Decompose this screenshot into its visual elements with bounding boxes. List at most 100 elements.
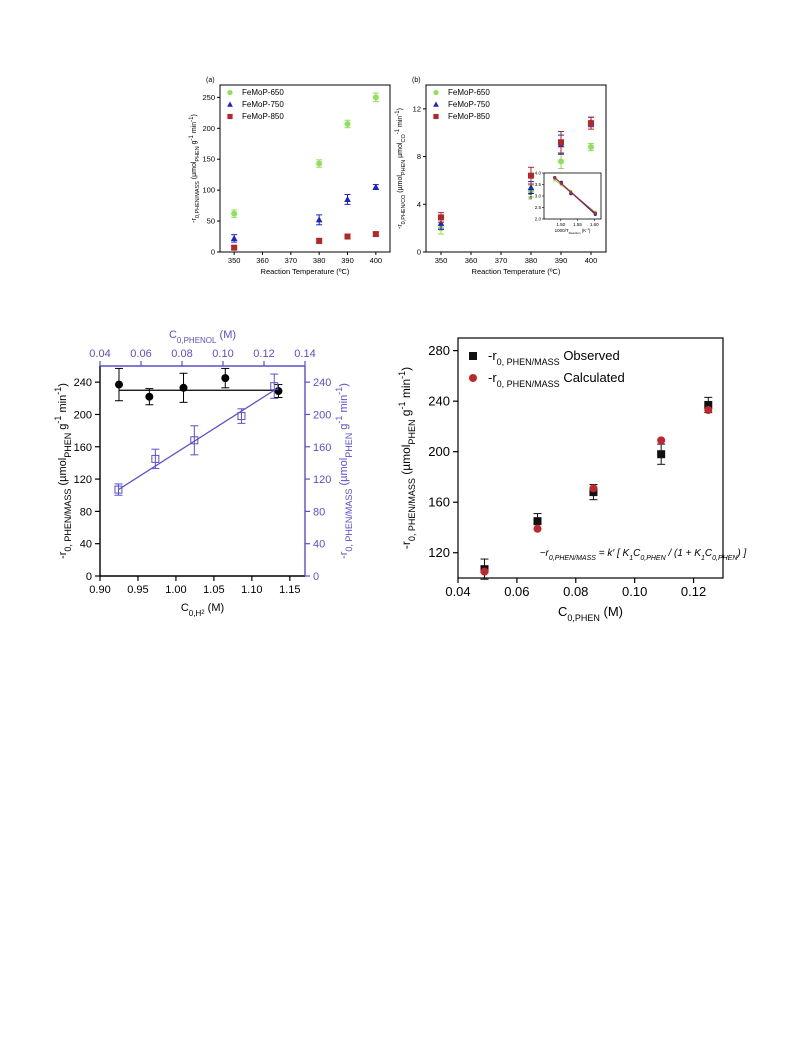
calculated-data-point xyxy=(480,567,489,576)
phenol-fit-line xyxy=(118,389,275,491)
inset-data-point xyxy=(553,176,557,180)
inset-y-tick-label: 4.0 xyxy=(535,171,542,176)
legend-label-calculated: -r0, PHEN/MASS Calculated xyxy=(488,370,625,389)
y-tick-label: 50 xyxy=(207,217,215,226)
legend-label: FeMoP-650 xyxy=(448,88,490,97)
y-tick-label: 200 xyxy=(74,409,92,421)
x-tick-label: 1.10 xyxy=(241,584,262,596)
data-point-FeMoP-850 xyxy=(438,214,444,221)
inset-x-tick-label: 1.60 xyxy=(590,222,599,227)
x2-tick-label: 0.12 xyxy=(253,348,274,360)
x-tick-label: 370 xyxy=(285,256,298,265)
chart-a: 350 360 370 380 390 400 0 50 100 150 200 250 Reactio… xyxy=(189,77,391,276)
data-point-FeMoP-750 xyxy=(230,234,238,241)
x2-tick-label: 0.14 xyxy=(294,348,315,360)
x-tick-label: 360 xyxy=(256,256,269,265)
x-tick-label: 0.12 xyxy=(681,584,706,599)
y-tick-label: 200 xyxy=(428,444,450,459)
legend-marker-observed xyxy=(469,352,477,360)
x-tick-label: 380 xyxy=(525,256,538,265)
data-point-FeMoP-650 xyxy=(588,144,594,151)
y-tick-label: 120 xyxy=(74,474,92,486)
x2-tick-label: 0.10 xyxy=(212,348,233,360)
legend-marker-FeMoP-650 xyxy=(433,89,439,96)
y-tick-label: 8 xyxy=(417,152,421,161)
chart-b: 350 360 370 380 390 400 0 4 8 12 Reaction Temperat… xyxy=(395,77,607,276)
legend-marker-calculated xyxy=(469,374,477,382)
x2-tick-label: 0.06 xyxy=(130,348,151,360)
calculated-data-point xyxy=(657,436,666,445)
y-tick-label: 0 xyxy=(417,248,421,257)
observed-data-point xyxy=(533,517,542,526)
y-tick-label: 150 xyxy=(202,155,215,164)
x-axis-label: C0,PHEN (M) xyxy=(558,604,623,623)
h2-data-point xyxy=(179,383,188,392)
legend-marker-FeMoP-750 xyxy=(433,101,439,107)
plot-frame xyxy=(425,84,607,253)
h2-data-point xyxy=(145,392,154,401)
y2-tick-label: 0 xyxy=(313,571,319,583)
y2-tick-label: 240 xyxy=(313,377,331,389)
data-point-FeMoP-850 xyxy=(231,244,238,251)
inset-data-point xyxy=(559,181,564,185)
y-tick-label: 160 xyxy=(74,442,92,454)
inset-x-tick-label: 1.55 xyxy=(573,222,582,227)
calculated-data-point xyxy=(589,484,598,493)
x-tick-label: 0.95 xyxy=(127,584,148,596)
plot-frame xyxy=(457,337,724,579)
x-tick-label: 1.15 xyxy=(279,584,300,596)
data-point-FeMoP-750 xyxy=(315,216,323,223)
legend-label: FeMoP-850 xyxy=(448,112,490,121)
x-tick-label: 400 xyxy=(370,256,383,265)
inset-x-axis-label: 1000/TReaction (K-1) xyxy=(555,227,591,235)
y2-tick-label: 40 xyxy=(313,539,325,551)
calculated-data-point xyxy=(533,524,542,533)
y-tick-label: 0 xyxy=(211,248,215,257)
legend-label: FeMoP-850 xyxy=(242,112,284,121)
inset-y-tick-label: 3.0 xyxy=(535,194,542,199)
legend-label: FeMoP-650 xyxy=(242,88,284,97)
phenol-data-point xyxy=(114,485,123,494)
data-point-FeMoP-750 xyxy=(372,183,380,190)
x-axis-label: C0,H2 (M) xyxy=(181,602,224,618)
y-tick-label: 0 xyxy=(86,571,92,583)
inset-y-tick-label: 2.5 xyxy=(535,205,542,210)
observed-data-point xyxy=(657,450,666,459)
y-tick-label: 4 xyxy=(417,200,421,209)
phenol-data-point xyxy=(151,454,160,463)
legend-marker-FeMoP-650 xyxy=(227,89,233,96)
y-tick-label: 80 xyxy=(80,506,92,518)
data-point-FeMoP-650 xyxy=(316,160,323,167)
x-tick-label: 0.10 xyxy=(622,584,647,599)
y2-tick-label: 160 xyxy=(313,442,331,454)
y2-tick-label: 80 xyxy=(313,506,325,518)
plot-frame xyxy=(219,84,391,253)
h2-data-point xyxy=(274,387,283,396)
y-axis-label: -r0,PHEN/CO (µmolPHEN µmolCO-1 min-1) xyxy=(395,108,407,229)
legend-marker-FeMoP-850 xyxy=(227,113,233,120)
x-axis-label: Reaction Temperature (ºC) xyxy=(472,267,561,276)
x-tick-label: 1.05 xyxy=(203,584,224,596)
legend-label: FeMoP-750 xyxy=(242,100,284,109)
data-point-FeMoP-750 xyxy=(344,195,351,202)
x-tick-label: 390 xyxy=(555,256,568,265)
y-tick-label: 250 xyxy=(202,93,215,102)
inset-y-axis-label: ln k xyxy=(528,192,533,200)
x-tick-label: 360 xyxy=(465,256,478,265)
y-tick-label: 120 xyxy=(428,545,450,560)
data-point-FeMoP-650 xyxy=(558,158,564,165)
x-axis-label: Reaction Temperature (ºC) xyxy=(261,267,350,276)
y-tick-label: 280 xyxy=(428,343,450,358)
x-tick-label: 0.90 xyxy=(89,584,110,596)
data-point-FeMoP-650 xyxy=(372,94,379,101)
x-tick-label: 380 xyxy=(313,256,326,265)
inset-x-tick-label: 1.50 xyxy=(556,222,565,227)
x-tick-label: 400 xyxy=(585,256,598,265)
y-tick-label: 40 xyxy=(80,539,92,551)
y2-tick-label: 200 xyxy=(313,409,331,421)
phenol-data-point xyxy=(190,436,199,445)
data-point-FeMoP-850 xyxy=(528,172,534,179)
data-point-FeMoP-850 xyxy=(344,233,351,240)
legend-label: FeMoP-750 xyxy=(448,100,490,109)
phenol-data-point xyxy=(237,412,246,421)
